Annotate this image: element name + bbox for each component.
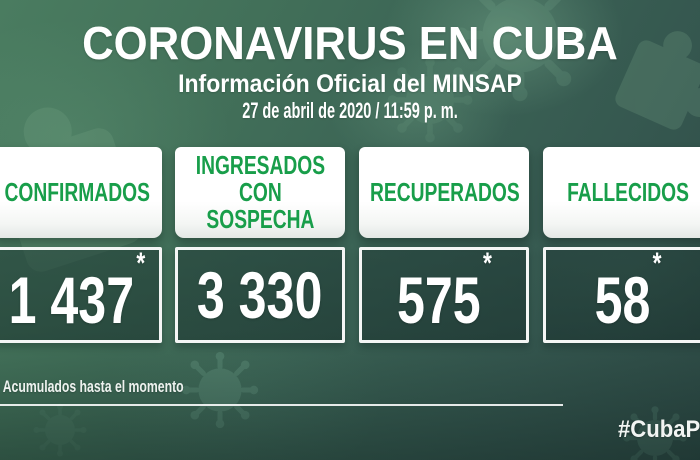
stat-label: FALLECIDOS: [567, 177, 689, 207]
stat-card-confirmados: CONFIRMADOS 1 437*: [0, 147, 162, 343]
stat-label: RECUPERADOS: [370, 177, 520, 207]
stat-value: 575*: [396, 246, 492, 337]
footer-divider: [0, 404, 563, 406]
asterisk-marker: *: [652, 246, 662, 280]
stat-value: 3 330: [197, 258, 323, 332]
hashtag: #CubaP: [618, 416, 700, 443]
stat-value-box: 1 437*: [0, 247, 162, 343]
report-date: 27 de abril de 2020 / 11:59 p. m.: [242, 98, 458, 123]
stat-value-box: 3 330: [175, 247, 345, 343]
stat-card-fallecidos: FALLECIDOS 58*: [543, 147, 700, 343]
stat-value-box: 58*: [543, 247, 700, 343]
stat-value: 58*: [594, 246, 662, 337]
stat-label: INGRESADOS CON SOSPECHA: [195, 150, 325, 234]
page-title: CORONAVIRUS EN CUBA: [82, 17, 618, 69]
asterisk-marker: *: [136, 246, 146, 280]
stat-label: CONFIRMADOS: [4, 177, 150, 207]
stat-card-ingresados: INGRESADOS CON SOSPECHA 3 330: [175, 147, 345, 343]
stat-value-box: 575*: [359, 247, 529, 343]
stat-label-box: RECUPERADOS: [359, 147, 529, 238]
stat-label-box: INGRESADOS CON SOSPECHA: [175, 147, 345, 238]
stat-label-box: FALLECIDOS: [543, 147, 700, 238]
stat-card-recuperados: RECUPERADOS 575*: [359, 147, 529, 343]
stat-label-box: CONFIRMADOS: [0, 147, 162, 238]
asterisk-marker: *: [482, 246, 492, 280]
page-subtitle: Información Oficial del MINSAP: [178, 70, 522, 98]
stat-value: 1 437*: [8, 246, 146, 337]
accumulated-note: * Acumulados hasta el momento: [0, 377, 184, 396]
